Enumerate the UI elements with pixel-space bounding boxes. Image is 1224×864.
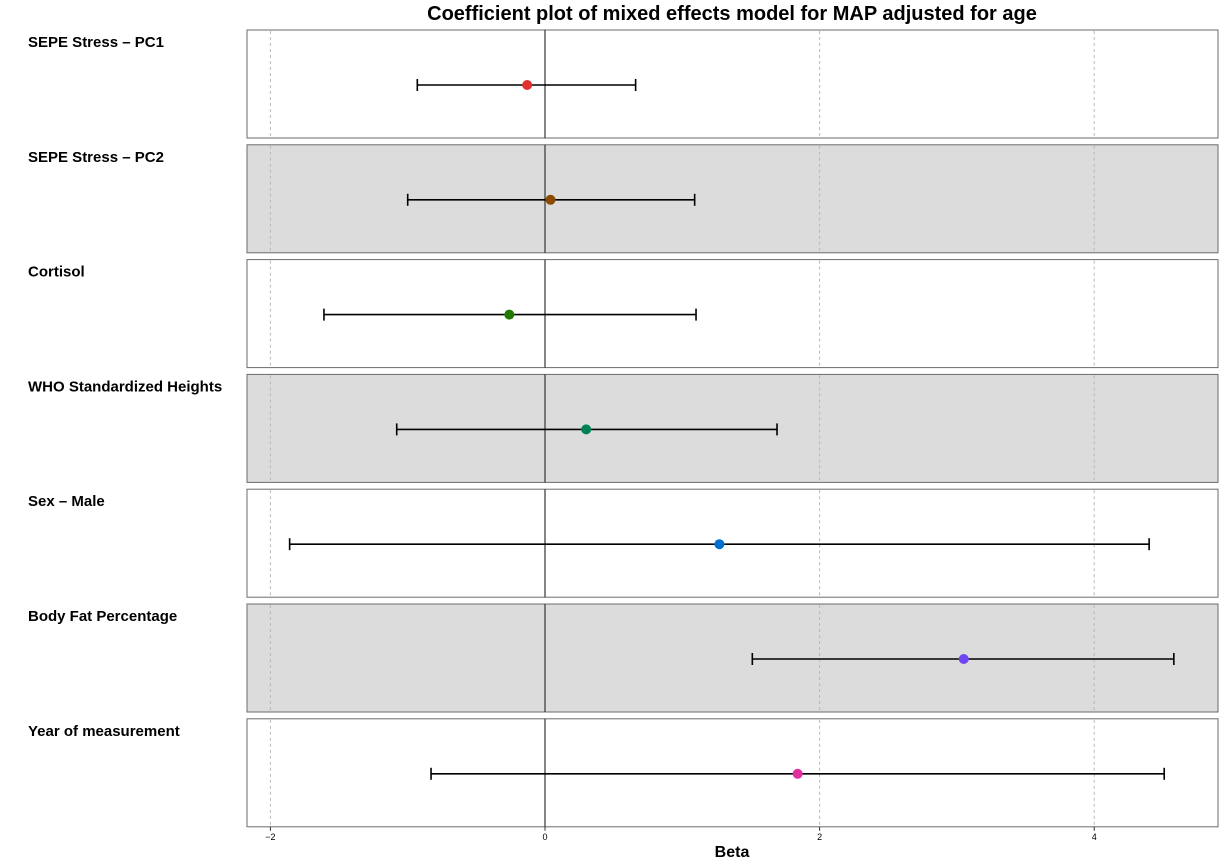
x-tick-label: −2 xyxy=(265,832,275,842)
coefficient-row: Body Fat Percentage xyxy=(28,603,1219,713)
row-panel xyxy=(246,373,1219,483)
row-panel xyxy=(246,144,1219,254)
point-estimate xyxy=(958,654,969,664)
row-label: Sex – Male xyxy=(28,493,105,510)
point-estimate xyxy=(581,424,592,435)
row-panel xyxy=(246,718,1219,828)
x-axis: −2 0 2 4 xyxy=(265,826,1097,842)
row-panel xyxy=(246,603,1219,713)
chart-title: Coefficient plot of mixed effects model … xyxy=(427,3,1037,25)
point-estimate xyxy=(792,768,803,779)
x-tick-label: 0 xyxy=(542,832,547,842)
row-panel xyxy=(246,488,1219,598)
row-label: Body Fat Percentage xyxy=(28,608,177,625)
row-label: SEPE Stress – PC2 xyxy=(28,149,164,166)
coefficient-row: WHO Standardized Heights xyxy=(28,373,1219,483)
x-tick-label: 2 xyxy=(817,832,822,842)
x-tick-label: 4 xyxy=(1092,832,1097,842)
row-label: SEPE Stress – PC1 xyxy=(28,34,164,51)
row-panel xyxy=(246,259,1219,369)
point-estimate xyxy=(504,309,515,320)
row-label: Cortisol xyxy=(28,264,85,281)
point-estimate xyxy=(545,194,556,205)
row-label: Year of measurement xyxy=(28,723,180,740)
row-panel xyxy=(246,29,1219,139)
coefficient-row: SEPE Stress – PC2 xyxy=(28,144,1219,254)
row-label: WHO Standardized Heights xyxy=(28,378,222,395)
point-estimate xyxy=(714,539,725,550)
coefficient-row: SEPE Stress – PC1 xyxy=(28,29,1219,139)
point-estimate xyxy=(522,80,533,90)
coefficient-row: Sex – Male xyxy=(28,488,1219,598)
panels-group: SEPE Stress – PC1 SEPE Stress – PC2 Cortis… xyxy=(28,29,1219,828)
coefficient-row: Cortisol xyxy=(28,259,1219,369)
coefficient-row: Year of measurement xyxy=(28,718,1219,828)
x-axis-label: Beta xyxy=(715,844,750,861)
